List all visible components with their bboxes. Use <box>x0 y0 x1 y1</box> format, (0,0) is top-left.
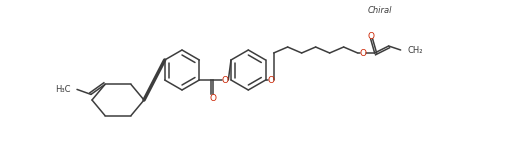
Text: O: O <box>267 76 274 85</box>
Text: O: O <box>367 32 374 41</box>
Text: CH₂: CH₂ <box>408 46 423 55</box>
Text: O: O <box>210 94 217 103</box>
Text: O: O <box>359 48 366 57</box>
Text: H₃C: H₃C <box>55 85 71 94</box>
Text: O: O <box>222 76 229 85</box>
Text: Chiral: Chiral <box>368 5 392 14</box>
